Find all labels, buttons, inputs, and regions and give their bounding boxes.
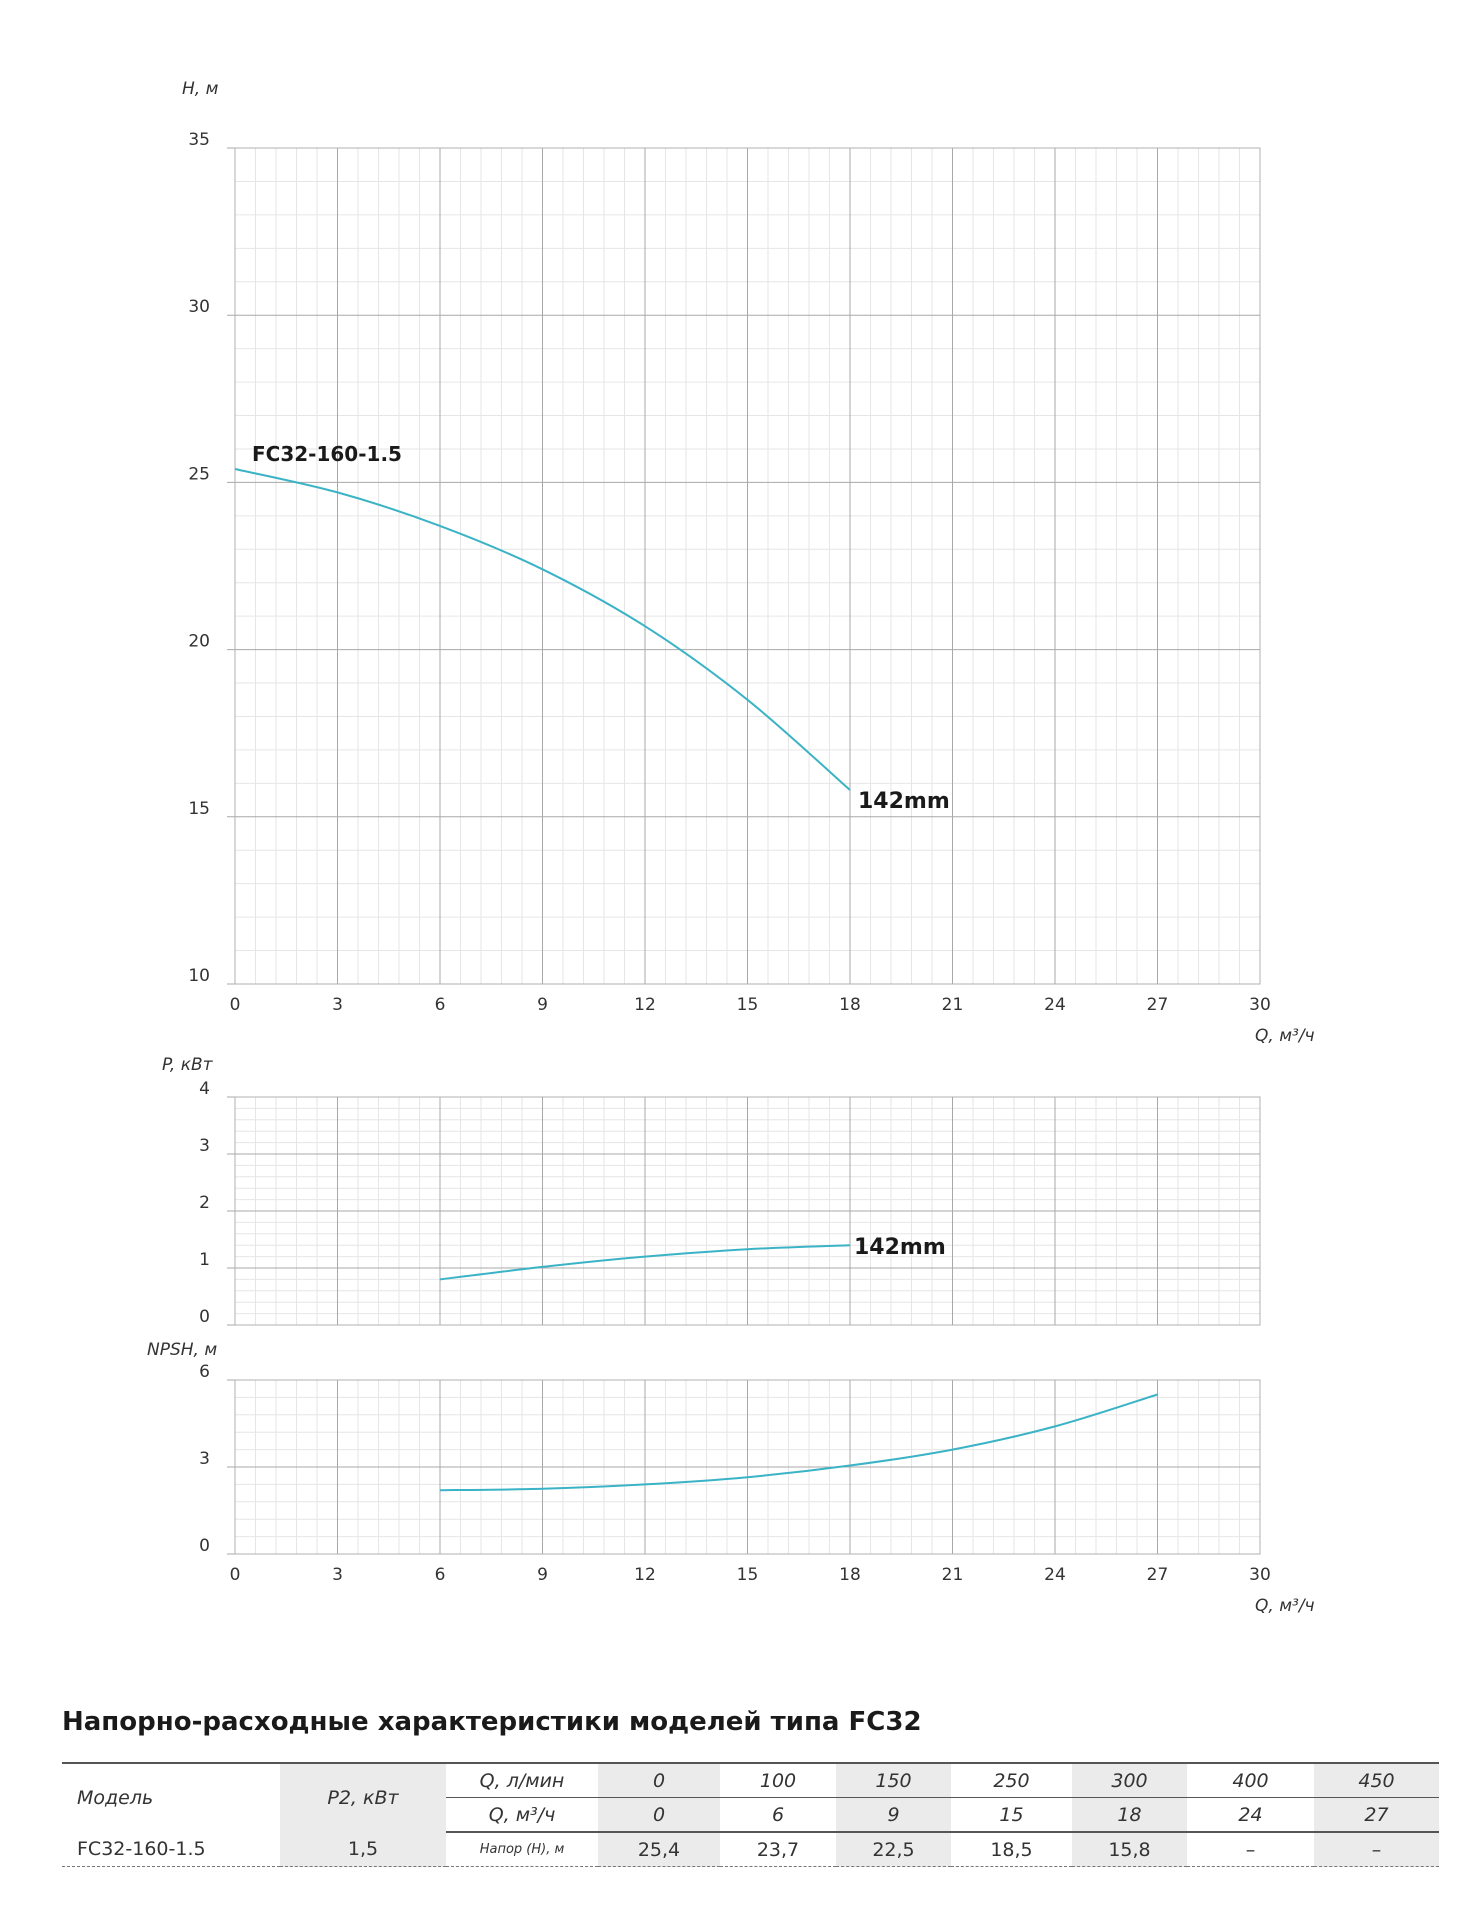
q-lmin-cell: 0: [598, 1762, 720, 1798]
head-value: 15,8: [1072, 1832, 1187, 1867]
q-m3h-cell: 9: [836, 1797, 951, 1833]
series-label: 142mm: [854, 1235, 946, 1260]
series-line: [234, 468, 851, 791]
y-tick-label: 25: [188, 464, 210, 484]
q-lmin-cell: 150: [836, 1762, 951, 1798]
q-m3h-cell: 27: [1314, 1797, 1439, 1833]
q-lmin-cell: 250: [951, 1762, 1072, 1798]
x-tick-label: 0: [230, 995, 241, 1015]
head-value: 23,7: [720, 1832, 836, 1867]
y-tick-label: 3: [199, 1449, 210, 1469]
npsh-chart: 0 3 6 0 3 6 9 12 15 18 21 24 27 30 NPSH, м Q, м³/ч: [147, 1340, 1315, 1616]
x-tick-label: 30: [1249, 995, 1271, 1015]
q-lmin-cell: 450: [1314, 1762, 1439, 1798]
x-tick-label: 30: [1249, 1565, 1271, 1585]
x-axis-label: Q, м³/ч: [1255, 1026, 1315, 1046]
y-tick-label: 30: [188, 297, 210, 317]
x-tick-label: 9: [537, 995, 548, 1015]
y-axis-label: H, м: [182, 79, 219, 99]
x-tick-label: 6: [435, 1565, 446, 1585]
y-tick-label: 1: [199, 1250, 210, 1270]
x-tick-label: 27: [1147, 995, 1169, 1015]
series-line: [439, 1244, 851, 1281]
x-axis-label: Q, м³/ч: [1255, 1596, 1315, 1616]
power-chart: 0 1 2 3 4 P, кВт 142mm: [162, 1055, 1261, 1327]
x-tick-label: 0: [230, 1565, 241, 1585]
q-lmin-cell: 100: [720, 1762, 836, 1798]
y-tick-label: 2: [199, 1193, 210, 1213]
table-row: FC32-160-1.5 1,5 Напор (Н), м 25,4 23,7 …: [62, 1832, 1439, 1867]
head-value: –: [1187, 1832, 1314, 1867]
q-m3h-cell: 0: [598, 1797, 720, 1833]
head-value: –: [1314, 1832, 1439, 1867]
q-m3h-cell: 6: [720, 1797, 836, 1833]
spec-table: Модель P2, кВт Q, л/мин 0 100 150 250 30…: [62, 1762, 1439, 1867]
model-label: FC32-160-1.5: [252, 442, 402, 466]
x-tick-label: 15: [737, 995, 759, 1015]
table-header-row-lmin: Модель P2, кВт Q, л/мин 0 100 150 250 30…: [62, 1762, 1439, 1832]
section-title: Напорно-расходные характеристики моделей…: [62, 1707, 922, 1737]
q-m3h-cell: 24: [1187, 1797, 1314, 1833]
x-tick-label: 18: [839, 995, 861, 1015]
y-tick-label: 0: [199, 1307, 210, 1327]
y-tick-label: 20: [188, 632, 210, 652]
plot-frame: [234, 1379, 1261, 1555]
y-tick-label: 0: [199, 1536, 210, 1556]
x-tick-label: 3: [332, 1565, 343, 1585]
series: 142mm: [439, 1235, 946, 1281]
y-tick-label: 15: [188, 799, 210, 819]
x-tick-label: 24: [1044, 1565, 1066, 1585]
x-tick-label: 27: [1147, 1565, 1169, 1585]
x-tick-label: 9: [537, 1565, 548, 1585]
y-tick-label: 10: [188, 966, 210, 986]
grid: [227, 1096, 1261, 1326]
y-tick-label: 6: [199, 1362, 210, 1382]
head-label: Напор (Н), м: [446, 1832, 598, 1867]
x-tick-label: 21: [942, 1565, 964, 1585]
x-tick-label: 24: [1044, 995, 1066, 1015]
x-tick-label: 21: [942, 995, 964, 1015]
table-header-row-m3h: Q, м³/ч 0 6 9 15 18 24 27: [62, 1797, 1439, 1833]
x-tick-label: 3: [332, 995, 343, 1015]
x-tick-label: 18: [839, 1565, 861, 1585]
series-line: [439, 1393, 1158, 1492]
x-tick-label: 12: [634, 1565, 656, 1585]
q-m3h-cell: 18: [1072, 1797, 1187, 1833]
model-name: FC32-160-1.5: [62, 1832, 280, 1867]
y-tick-label: 4: [199, 1079, 210, 1099]
q-m3h-label: Q, м³/ч: [446, 1797, 598, 1833]
head-value: 25,4: [598, 1832, 720, 1867]
head-chart: 10 15 20 25 30 35 0 3 6 9 12 15 18 21 24 27 30 H, м Q, м³/…: [182, 79, 1315, 1046]
model-header: Модель: [62, 1762, 280, 1832]
x-tick-label: 12: [634, 995, 656, 1015]
q-lmin-cell: 400: [1187, 1762, 1314, 1798]
x-tick-label: 6: [435, 995, 446, 1015]
head-value: 18,5: [951, 1832, 1072, 1867]
y-tick-label: 35: [188, 130, 210, 150]
power-header: P2, кВт: [280, 1762, 446, 1832]
series: 142mm: [234, 468, 950, 814]
y-axis-label: NPSH, м: [147, 1340, 217, 1360]
y-axis-label: P, кВт: [162, 1055, 214, 1075]
grid: [227, 147, 1261, 985]
series-label: 142mm: [858, 789, 950, 814]
head-value: 22,5: [836, 1832, 951, 1867]
plot-frame: [234, 1096, 1261, 1326]
q-lmin-cell: 300: [1072, 1762, 1187, 1798]
y-tick-label: 3: [199, 1136, 210, 1156]
q-m3h-cell: 15: [951, 1797, 1072, 1833]
x-tick-label: 15: [737, 1565, 759, 1585]
plot-frame: [234, 147, 1261, 985]
q-lmin-label: Q, л/мин: [446, 1762, 598, 1798]
series: [439, 1393, 1158, 1492]
grid: [227, 1379, 1261, 1555]
power-value: 1,5: [280, 1832, 446, 1867]
